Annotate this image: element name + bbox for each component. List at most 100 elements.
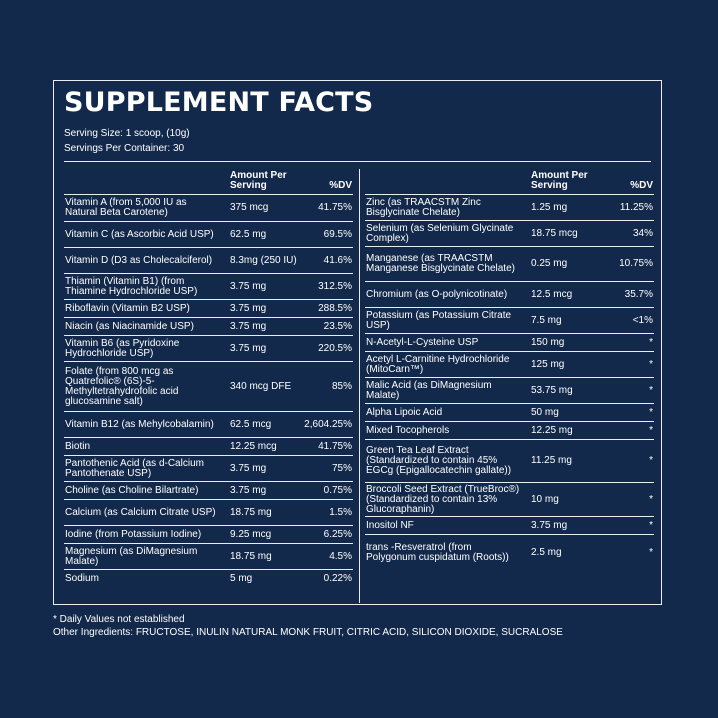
- nutrient-row: Alpha Lipoic Acid 50 mg *: [365, 404, 654, 422]
- nutrient-dv: 35.7%: [624, 288, 653, 300]
- nutrient-row: trans -Resveratrol (from Polygonum cuspi…: [365, 535, 654, 570]
- nutrient-name: Chromium (as O-polynicotinate): [366, 288, 508, 300]
- nutrient-name: Riboflavin (Vitamin B2 USP): [65, 302, 190, 314]
- nutrient-name: Vitamin C (as Ascorbic Acid USP): [65, 228, 214, 240]
- nutrient-row: N-Acetyl-L-Cysteine USP 150 mg *: [365, 334, 654, 352]
- nutrient-row: Calcium (as Calcium Citrate USP) 18.75 mg…: [64, 500, 353, 526]
- nutrient-dv: *: [649, 336, 653, 348]
- nutrient-dv: 4.5%: [329, 550, 352, 562]
- nutrient-row: Vitamin B12 (as Mehylcobalamin) 62.5 mcg 2…: [64, 412, 353, 438]
- nutrient-amount: 3.75 mg: [230, 320, 267, 332]
- nutrient-amount: 3.75 mg: [230, 462, 267, 474]
- nutrient-row: Magnesium (as DiMagnesium Malate) 18.75 m…: [64, 544, 353, 570]
- nutrient-amount: 3.75 mg: [531, 519, 568, 531]
- nutrient-row: Chromium (as O-polynicotinate) 12.5 mcg 35…: [365, 282, 654, 308]
- nutrient-row: Manganese (as TRAACSTM Manganese Bisglyc…: [365, 247, 654, 282]
- nutrient-dv: 34%: [632, 227, 653, 239]
- nutrient-column-right: Amount Per Serving %DV Zinc (as TRAACSTM…: [365, 169, 654, 570]
- nutrient-row: Vitamin A (from 5,000 IU as Natural Beta…: [64, 195, 353, 222]
- nutrient-amount: 150 mg: [531, 336, 565, 348]
- nutrient-name: Alpha Lipoic Acid: [366, 406, 443, 418]
- nutrient-dv: *: [649, 546, 653, 558]
- nutrient-dv: 312.5%: [318, 280, 352, 292]
- nutrient-row: Vitamin C (as Ascorbic Acid USP) 62.5 mg 6…: [64, 222, 353, 248]
- nutrient-row: Selenium (as Selenium Glycinate Complex)…: [365, 221, 654, 247]
- supplement-facts-panel: SUPPLEMENT FACTS Serving Size: 1 scoop, …: [53, 80, 662, 605]
- nutrient-amount: 50 mg: [531, 406, 559, 418]
- nutrient-dv: 41.75%: [318, 440, 352, 452]
- nutrient-name: Vitamin D (D3 as Cholecalciferol): [65, 254, 213, 266]
- nutrient-rows-right: Zinc (as TRAACSTM Zinc Bisglycinate Chel…: [365, 195, 654, 570]
- nutrient-name: Thiamin (Vitamin B1) (from Thiamine Hydr…: [65, 275, 198, 297]
- nutrient-name: Acetyl L-Carnitine Hydrochloride (MitoCa…: [366, 353, 510, 375]
- nutrient-rows-left: Vitamin A (from 5,000 IU as Natural Beta…: [64, 195, 353, 588]
- nutrient-amount: 3.75 mg: [230, 342, 267, 354]
- panel-title: SUPPLEMENT FACTS: [64, 87, 374, 118]
- nutrient-row: Biotin 12.25 mcg 41.75%: [64, 438, 353, 456]
- nutrient-dv: *: [649, 406, 653, 418]
- nutrient-name: Pantothenic Acid (as d-Calcium Pantothen…: [65, 457, 204, 479]
- nutrient-name: trans -Resveratrol (from Polygonum cuspi…: [366, 541, 509, 563]
- nutrient-name: Iodine (from Potassium Iodine): [65, 528, 202, 540]
- nutrient-amount: 10 mg: [531, 493, 559, 505]
- nutrient-dv: 0.22%: [323, 573, 352, 584]
- nutrient-name: Broccoli Seed Extract (TrueBroc®) (Stand…: [366, 483, 520, 515]
- nutrient-row: Vitamin B6 (as Pyridoxine Hydrochloride …: [64, 336, 353, 362]
- nutrient-amount: 11.25 mg: [531, 455, 572, 466]
- nutrient-row: Vitamin D (D3 as Cholecalciferol) 8.3mg (…: [64, 248, 353, 274]
- nutrient-dv: 41.75%: [318, 202, 352, 213]
- nutrient-amount: 0.25 mg: [531, 258, 568, 269]
- servings-per-container: Servings Per Container: 30: [64, 143, 185, 154]
- nutrient-amount: 53.75 mg: [531, 384, 573, 396]
- nutrient-row: Mixed Tocopherols 12.25 mg *: [365, 422, 654, 440]
- header-divider: [64, 161, 651, 162]
- nutrient-row: Niacin (as Niacinamide USP) 3.75 mg 23.5%: [64, 318, 353, 336]
- nutrient-dv: 85%: [331, 380, 352, 392]
- nutrient-name: Biotin: [65, 440, 91, 452]
- nutrient-dv: 11.25%: [619, 201, 653, 213]
- nutrient-name: Malic Acid (as DiMagnesium Malate): [366, 379, 492, 401]
- nutrient-row: Broccoli Seed Extract (TrueBroc®) (Stand…: [365, 483, 654, 517]
- nutrient-row: Green Tea Leaf Extract (Standardized to …: [365, 440, 654, 483]
- nutrient-dv: *: [649, 384, 653, 396]
- nutrient-name: Folate (from 800 mcg as Quatrefolic® (6S…: [65, 365, 179, 407]
- nutrient-dv: 220.5%: [318, 342, 352, 354]
- nutrient-dv: 41.6%: [323, 254, 352, 266]
- nutrient-amount: 375 mcg: [230, 202, 269, 213]
- nutrient-dv: 0.75%: [323, 484, 352, 496]
- nutrient-row: Folate (from 800 mcg as Quatrefolic® (6S…: [64, 362, 353, 412]
- nutrient-name: Inositol NF: [366, 519, 414, 531]
- nutrient-name: Zinc (as TRAACSTM Zinc Bisglycinate Chel…: [366, 196, 481, 218]
- nutrient-dv: 6.25%: [323, 528, 352, 540]
- nutrient-amount: 3.75 mg: [230, 484, 267, 496]
- nutrient-dv: *: [649, 455, 653, 466]
- nutrient-amount: 7.5 mg: [531, 314, 562, 326]
- nutrient-row: Pantothenic Acid (as d-Calcium Pantothen…: [64, 456, 353, 482]
- nutrient-amount: 62.5 mcg: [230, 418, 272, 430]
- nutrient-dv: 69.5%: [323, 228, 352, 240]
- column-header-right: Amount Per Serving %DV: [365, 169, 654, 195]
- nutrient-dv: *: [649, 358, 653, 370]
- nutrient-name: Vitamin A (from 5,000 IU as Natural Beta…: [65, 197, 187, 218]
- nutrient-dv: *: [649, 493, 653, 505]
- nutrient-row: Choline (as Choline Bilartrate) 3.75 mg 0.…: [64, 482, 353, 500]
- nutrient-amount: 8.3mg (250 IU): [230, 254, 297, 266]
- nutrient-name: Calcium (as Calcium Citrate USP): [65, 506, 216, 518]
- nutrient-dv: 288.5%: [318, 302, 352, 314]
- nutrient-name: Choline (as Choline Bilartrate): [65, 484, 199, 496]
- nutrient-name: Vitamin B12 (as Mehylcobalamin): [65, 418, 214, 430]
- nutrient-name: Magnesium (as DiMagnesium Malate): [65, 545, 198, 567]
- nutrient-row: Inositol NF 3.75 mg *: [365, 517, 654, 535]
- nutrient-name: Manganese (as TRAACSTM Manganese Bisglyc…: [366, 253, 515, 274]
- nutrient-amount: 340 mcg DFE: [230, 380, 292, 392]
- nutrient-dv: *: [649, 519, 653, 531]
- nutrient-name: N-Acetyl-L-Cysteine USP: [366, 336, 479, 348]
- nutrient-amount: 62.5 mg: [230, 228, 267, 240]
- nutrient-name: Green Tea Leaf Extract (Standardized to …: [366, 445, 512, 476]
- nutrient-amount: 18.75 mcg: [531, 227, 578, 239]
- nutrient-dv: *: [649, 424, 653, 436]
- nutrient-amount: 9.25 mcg: [230, 528, 272, 540]
- nutrient-dv: 10.75%: [619, 258, 653, 269]
- nutrient-amount: 12.25 mg: [531, 424, 573, 436]
- column-header-left: Amount Per Serving %DV: [64, 169, 353, 195]
